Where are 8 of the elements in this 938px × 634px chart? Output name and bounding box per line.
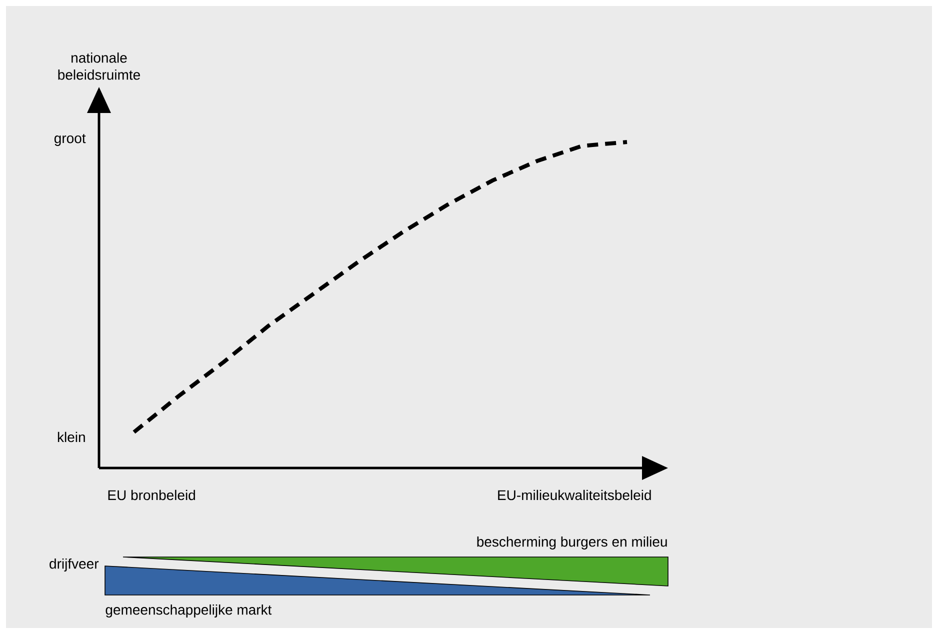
- text: EU-milieukwaliteitsbeleid: [498, 490, 651, 500]
- text: klein: [58, 432, 85, 442]
- text: EU bronbeleid: [108, 490, 195, 500]
- text: bescherming burgers en milieu: [477, 536, 667, 550]
- text: gemeenschappelijke markt: [106, 604, 272, 618]
- text: drijfveer: [50, 558, 99, 572]
- y-axis-title: nationale beleidsruimte: [58, 52, 140, 80]
- text: groot: [54, 134, 86, 146]
